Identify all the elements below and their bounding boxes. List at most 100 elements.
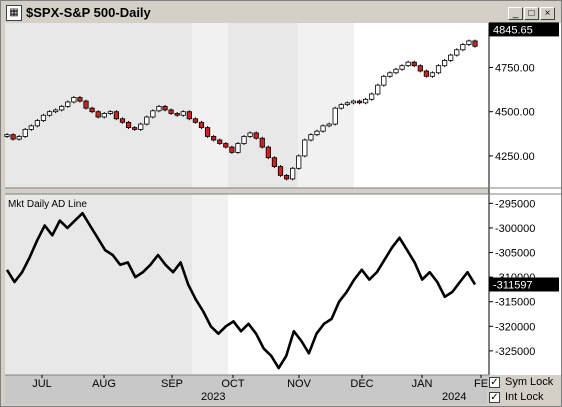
price-candle <box>332 107 338 125</box>
price-candle <box>223 143 229 148</box>
price-candle <box>381 75 387 86</box>
price-candle <box>144 116 150 125</box>
price-candle <box>405 61 411 67</box>
month-tick-label: NOV <box>287 378 312 390</box>
price-candle <box>308 134 314 141</box>
price-candle <box>454 49 460 56</box>
price-candle <box>71 97 77 103</box>
ad-tick-label: -300000 <box>495 223 535 235</box>
sym-lock-toggle[interactable]: ✓ Sym Lock <box>489 376 559 391</box>
price-candle <box>326 123 332 127</box>
price-candle <box>65 101 71 107</box>
price-candle <box>16 136 22 140</box>
price-candle <box>265 146 271 159</box>
month-tick-label: AUG <box>92 378 116 390</box>
ad-series-line <box>5 211 477 370</box>
sym-lock-label: Sym Lock <box>505 376 554 388</box>
ad-tick-label: -325000 <box>495 346 535 358</box>
price-candle <box>162 105 168 111</box>
price-candle <box>132 127 138 130</box>
price-candle <box>192 118 199 123</box>
price-candle <box>204 127 211 137</box>
price-candle <box>399 65 405 70</box>
ad-tick-label: -315000 <box>495 297 535 309</box>
price-candle <box>34 120 40 127</box>
month-tick-label: DEC <box>350 378 373 390</box>
price-candle <box>338 104 344 109</box>
price-candle <box>320 125 326 132</box>
month-tick-label: FE <box>474 378 488 390</box>
price-candle <box>472 40 478 47</box>
ad-last-label: -311597 <box>493 280 533 292</box>
price-candle <box>387 72 393 77</box>
price-candle <box>101 113 107 118</box>
price-candle <box>314 130 320 136</box>
minimize-button[interactable]: _ <box>508 7 523 20</box>
price-candle <box>46 111 53 116</box>
year-bar: 2023 2024 <box>5 390 487 404</box>
int-lock-checkbox[interactable]: ✓ <box>489 392 500 403</box>
price-candle <box>89 107 95 113</box>
int-lock-toggle[interactable]: ✓ Int Lock <box>489 391 559 406</box>
price-candle <box>4 134 10 137</box>
price-candle <box>417 65 423 72</box>
price-candle <box>150 110 156 118</box>
price-candle <box>53 109 59 113</box>
month-tick-label: SEP <box>161 378 183 390</box>
price-candle <box>253 132 259 139</box>
price-candle <box>125 121 132 129</box>
price-candle <box>107 111 113 114</box>
price-candle <box>211 136 217 141</box>
price-tick-label: 4500.00 <box>495 107 535 119</box>
price-candle <box>156 105 162 112</box>
price-tick-label: 4250.00 <box>495 151 535 163</box>
price-candle <box>290 167 296 180</box>
month-tick-label: JUL <box>32 378 52 390</box>
price-candle <box>466 40 472 45</box>
price-candle <box>356 100 363 104</box>
price-candle <box>429 72 436 77</box>
ad-last-box <box>489 277 559 292</box>
price-candle <box>460 44 466 51</box>
title-bar[interactable]: ▦ $SPX-S&P 500-Daily _ □ × <box>2 2 560 24</box>
sym-lock-checkbox[interactable]: ✓ <box>489 377 500 388</box>
price-candle <box>28 125 34 130</box>
price-candle <box>10 134 16 140</box>
price-candle <box>186 111 192 120</box>
price-candle <box>22 128 28 137</box>
month-tick-label: OCT <box>221 378 245 390</box>
price-candle <box>369 93 375 100</box>
price-candle <box>375 84 381 95</box>
maximize-button[interactable]: □ <box>524 7 539 20</box>
year-label-2023: 2023 <box>201 391 226 403</box>
price-candle <box>435 65 442 74</box>
ad-tick-label: -320000 <box>495 321 535 333</box>
price-candle <box>198 121 205 129</box>
year-label-2024: 2024 <box>442 391 467 403</box>
price-tick-label: 4750.00 <box>495 62 535 74</box>
price-candle <box>83 100 89 109</box>
price-candle <box>113 111 120 120</box>
price-candle <box>119 118 126 123</box>
close-button[interactable]: × <box>540 7 555 20</box>
price-candle <box>241 136 247 144</box>
ad-tick-label: -305000 <box>495 248 535 260</box>
price-candle <box>59 105 65 111</box>
price-candle <box>180 111 186 116</box>
price-candle <box>277 166 284 176</box>
price-last-box <box>489 22 559 37</box>
price-candle <box>217 139 223 144</box>
app-icon[interactable]: ▦ <box>6 5 22 21</box>
price-candle <box>296 155 302 169</box>
window-title: $SPX-S&P 500-Daily <box>26 5 151 20</box>
price-candle <box>40 114 47 121</box>
price-candle <box>344 102 350 106</box>
price-candle <box>423 70 429 77</box>
price-candle <box>442 59 448 67</box>
price-candle <box>448 54 454 61</box>
month-tick-label: JAN <box>412 378 433 390</box>
price-candle <box>138 123 144 130</box>
price-candle <box>259 137 265 148</box>
